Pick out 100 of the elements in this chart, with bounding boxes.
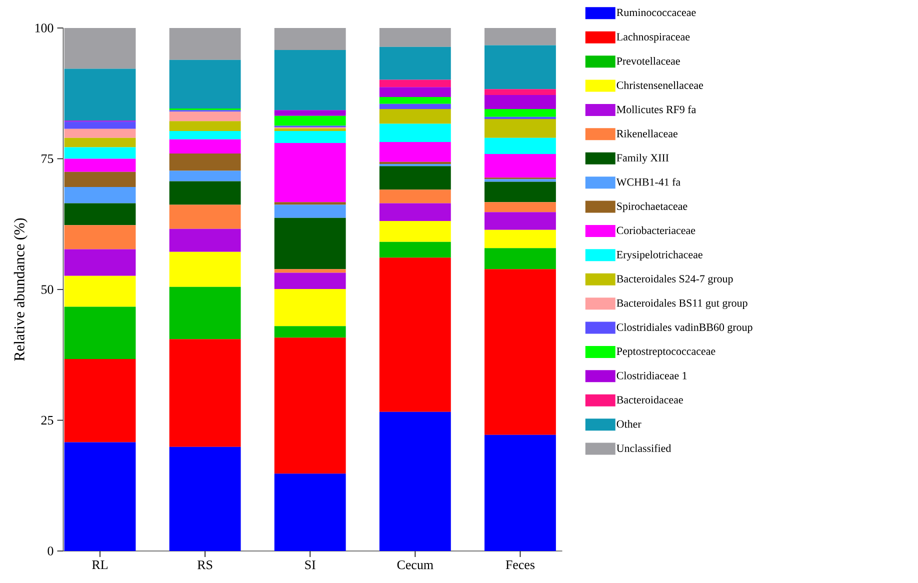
legend-label: Christensenellaceae [616,81,704,89]
bar [379,190,451,204]
bar [64,225,136,250]
legend-label: Prevotellaceae [616,57,680,65]
bar [379,203,451,221]
bar [169,170,241,182]
bar [484,154,556,178]
bar [64,68,136,121]
bar [64,276,136,307]
legend-label: Bacteroidales BS11 gut group [616,299,748,309]
bar [169,60,241,109]
bar [484,269,556,435]
bar [274,269,346,273]
x-tick-label: Cecum [397,560,434,570]
legend-label: Other [616,420,642,428]
bar [169,121,241,132]
legend-label: Ruminococcaceae [616,8,696,16]
bar [64,128,136,138]
bar [169,154,241,171]
bar [64,442,136,551]
bar [274,202,346,205]
legend-label: WCHB1-41 fa [616,178,680,186]
legend-label: Unclassified [616,444,672,452]
bar [274,50,346,110]
y-tick-label: 25 [41,416,54,425]
bar [274,28,346,50]
bar [484,248,556,270]
legend-label: Coriobacteriaceae [616,226,696,234]
bar [169,252,241,287]
bar [484,179,556,182]
bar [274,131,346,144]
legend-label: Peptostreptococcaceae [616,348,716,358]
bar [379,28,451,47]
bar [169,446,241,551]
bar [484,212,556,230]
bar [379,104,451,110]
bar [379,80,451,88]
bar [379,124,451,142]
bar [274,143,346,202]
x-tick-label: Feces [506,560,534,570]
bar [484,109,556,117]
bar [484,434,556,551]
bar [379,109,451,124]
y-tick-label: 75 [42,154,54,164]
bar [64,359,136,442]
bar [484,182,556,202]
bar [484,28,556,46]
bar [379,46,451,80]
y-tick-label: 50 [42,285,54,294]
bar [64,186,136,204]
bar [274,272,346,289]
bar [169,204,241,229]
bar [64,122,136,129]
bar [64,203,136,226]
bar [64,306,136,360]
bar [379,166,451,190]
bar [379,242,451,258]
bar [169,339,241,447]
bar [169,139,241,154]
bar [169,181,241,205]
bar [169,131,241,140]
bar [379,87,451,98]
bar [274,338,346,474]
legend-label: Clostridiales vadinBB60 group [616,323,752,334]
bar [274,218,346,270]
bar [379,258,451,412]
y-axis-title: Relative abundance (%) [14,218,28,361]
bar [484,89,556,95]
bar [64,249,136,276]
x-tick-label: SI [305,560,316,570]
legend-label: Family XIII [616,154,669,164]
bar [484,45,556,90]
bar [484,138,556,154]
legend-label: Clostridiaceae 1 [616,372,687,380]
legend-label: Spirochaetaceae [617,202,688,212]
bar [379,142,451,162]
bar [169,286,241,340]
bar [484,118,556,138]
bar [169,28,241,60]
bar [64,138,136,148]
bar [274,474,346,551]
bar [484,94,556,110]
legend-label: Erysipelotrichaceae [616,250,702,261]
bar [64,172,136,187]
bar [379,412,451,551]
y-tick-label: 0 [48,546,54,556]
legend-label: Bacteroidales S24-7 group [616,274,733,285]
bar [379,97,451,104]
bar [169,112,241,122]
legend-label: Bacteroidaceae [616,396,683,404]
bar [379,164,451,166]
bar [484,230,556,248]
y-tick-label: 100 [35,24,54,32]
legend-label: Lachnospiraceae [616,32,690,43]
bar [169,228,241,252]
bar [274,204,346,218]
bar [274,288,346,326]
bar [64,147,136,159]
legend-label: Rikenellaceae [616,130,678,138]
x-tick-label: RL [92,560,108,569]
